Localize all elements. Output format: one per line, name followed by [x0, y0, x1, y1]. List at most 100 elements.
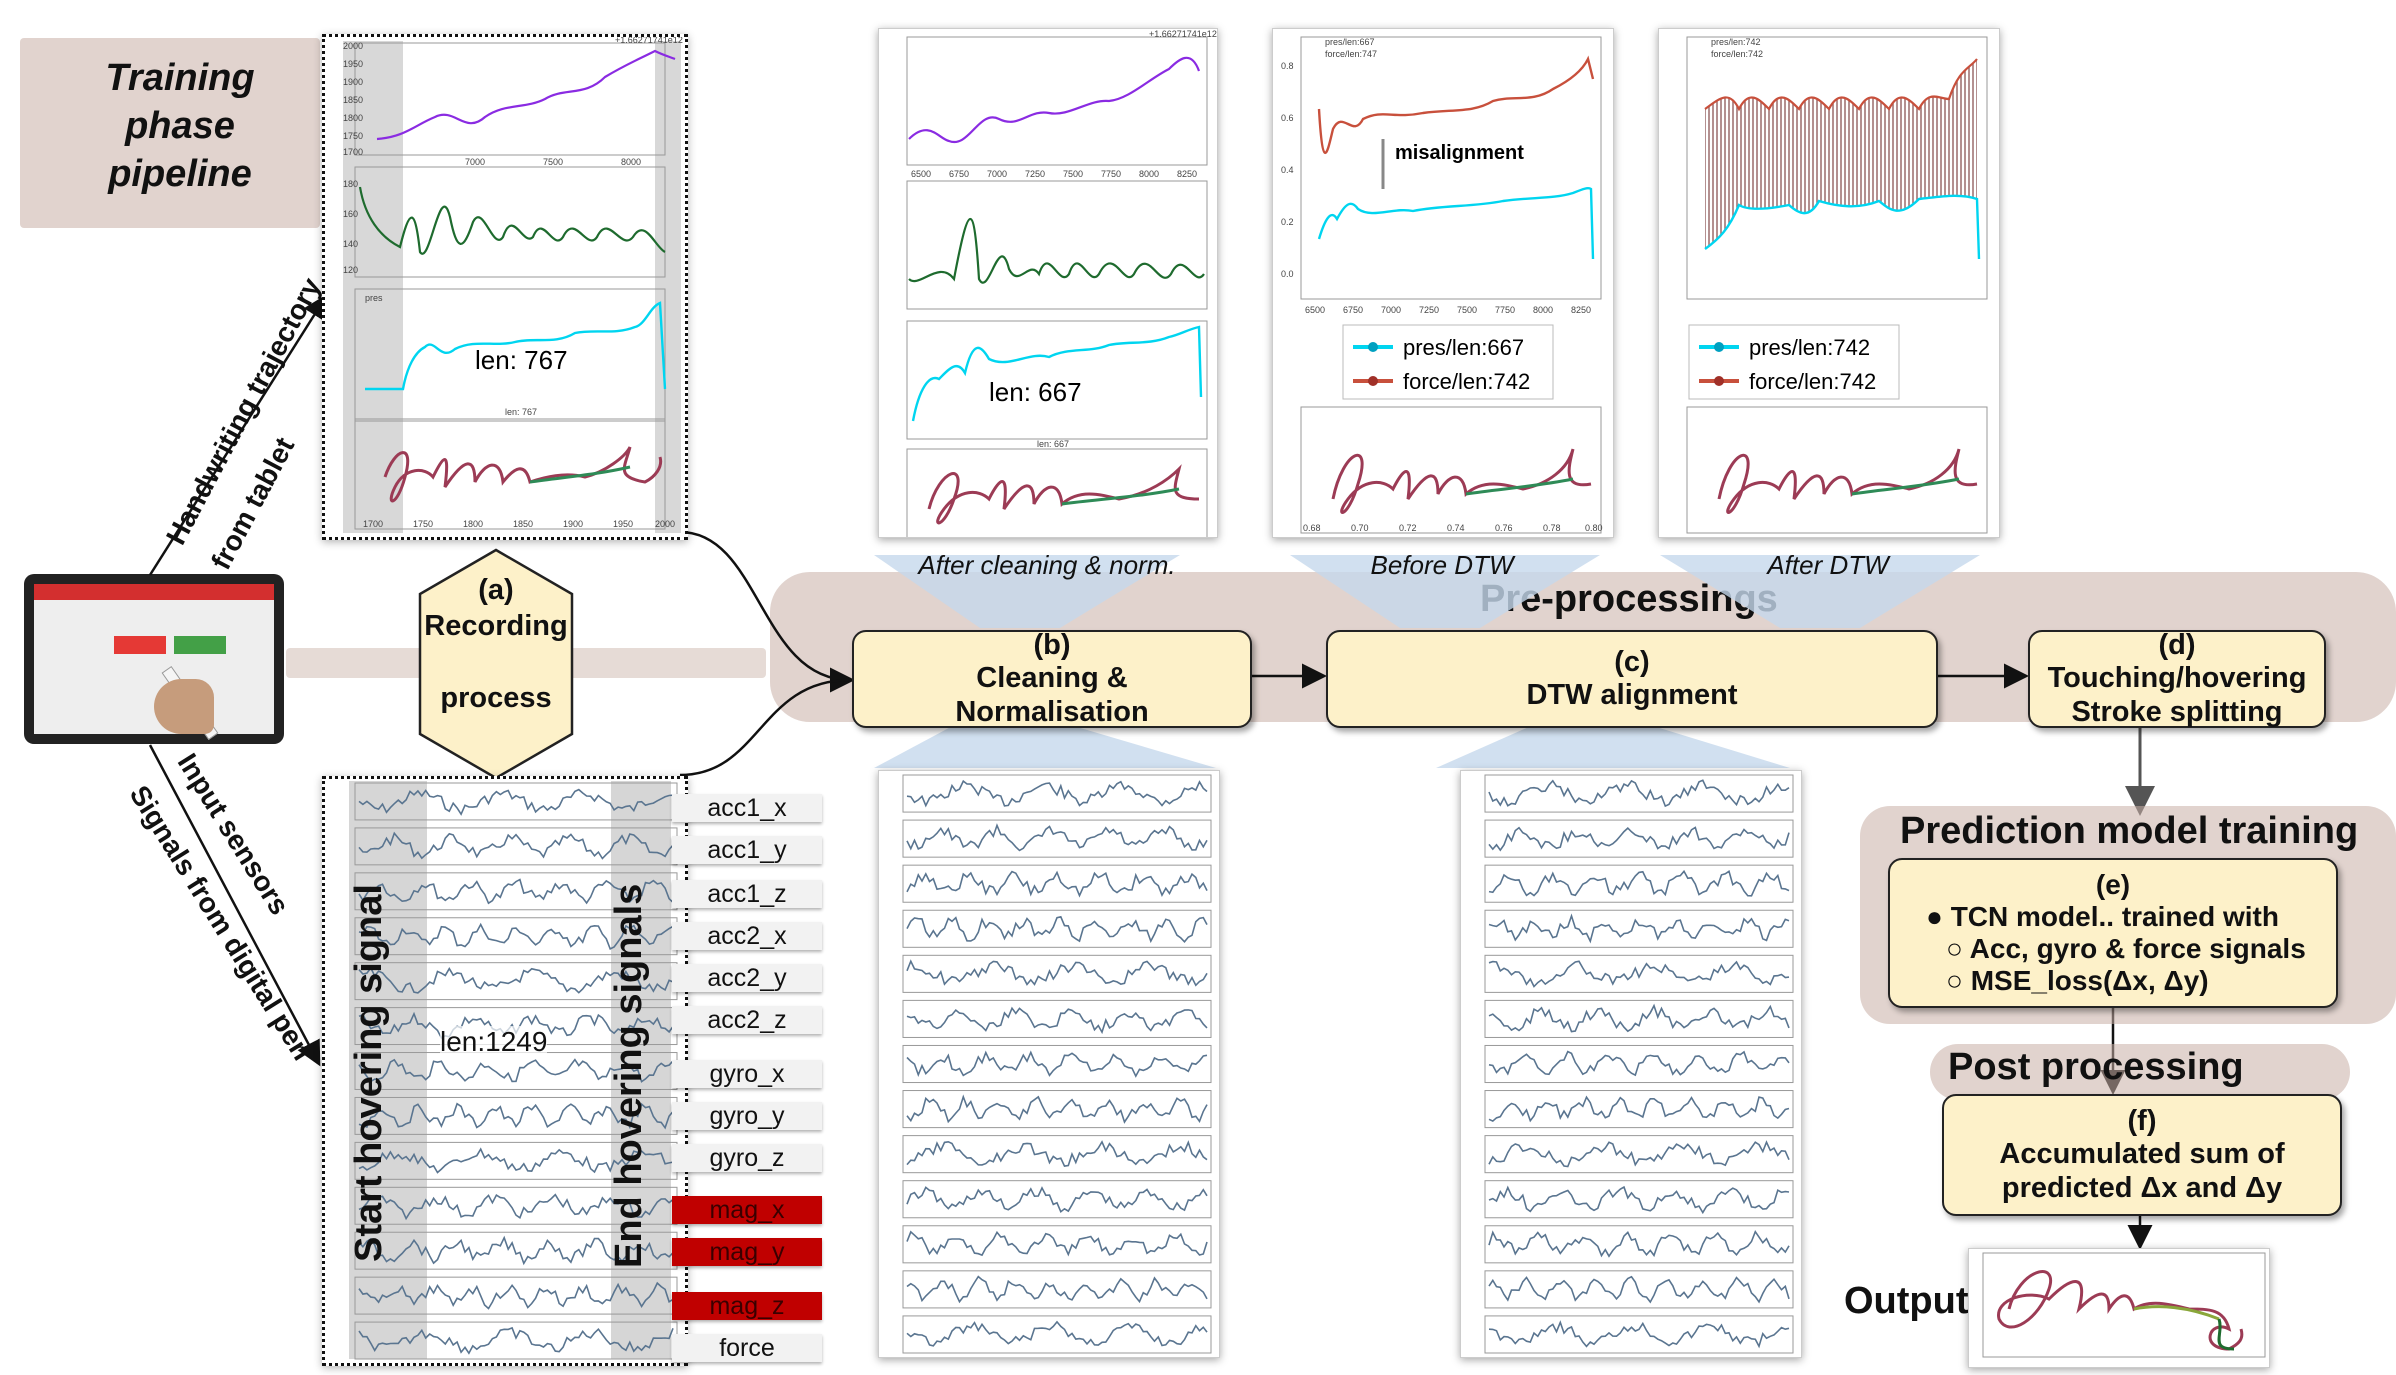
sensor-cleaned-panel: [878, 770, 1220, 1358]
signal-line: [906, 779, 1208, 808]
misalignment-label: misalignment: [1395, 142, 1524, 164]
signal-line: [906, 1320, 1208, 1347]
before-handwriting: [1331, 448, 1592, 514]
signal-row-frame: [1484, 1180, 1794, 1219]
signal-line: [358, 878, 674, 905]
sensor-length-label: len:1249: [440, 1026, 548, 1058]
box-e-model: (e) ● TCN model.. trained with ○ Acc, gy…: [1888, 858, 2338, 1008]
axis-label: len: 767: [505, 407, 537, 417]
before-dtw-panel: misalignment pres/len:667 force/len:747 …: [1272, 28, 1614, 538]
signal-row-frame: [1484, 1270, 1794, 1309]
signal-row-frame: [1484, 1225, 1794, 1264]
signal-row-frame: [902, 1225, 1212, 1264]
tablet-header: [34, 584, 274, 600]
signal-row-frame: [1484, 909, 1794, 948]
tick-label: 0.76: [1495, 523, 1513, 533]
after-handwriting: [1717, 448, 1978, 514]
tick-label: 0.80: [1585, 523, 1603, 533]
signal-line: [1488, 869, 1790, 897]
tick-label: 1800: [463, 519, 483, 529]
sub-bullet-item: ○ MSE_loss(Δx, Δy): [1946, 965, 2209, 997]
length-label: len: 767: [475, 345, 568, 375]
legend-label: pres: [365, 293, 383, 303]
signal-line: [358, 1102, 674, 1130]
signal-line: [906, 959, 1208, 987]
offset-label: +1.66271741e12: [615, 37, 683, 45]
cleaned-panel: len: 667 len: 667 +1.66271741e12 6500 67…: [878, 28, 1218, 540]
sensor-raw-panel: [322, 776, 688, 1366]
signal-label-acc1-x: acc1_x: [672, 794, 822, 822]
signal-line: [358, 1281, 674, 1310]
signal-row-frame: [1484, 1135, 1794, 1174]
offset-label: +1.66271741e12: [1149, 29, 1217, 39]
before-dtw-plots: misalignment pres/len:667 force/len:747 …: [1281, 36, 1603, 534]
legend-pres: pres/len:667: [1403, 335, 1524, 360]
after-dtw-caption: After DTW: [1767, 550, 1889, 580]
signal-row-frame: [1484, 954, 1794, 993]
tick-label: 1900: [563, 519, 583, 529]
signal-line: [1488, 960, 1790, 988]
signal-row-frame: [1484, 1044, 1794, 1084]
end-hovering-label: End hovering signals: [608, 883, 650, 1268]
tick-label: 7000: [465, 157, 485, 167]
signal-line: [906, 1094, 1208, 1124]
signal-label-mag-x: mag_x: [672, 1196, 822, 1224]
tick-label: 140: [343, 239, 358, 249]
signal-line: [358, 1147, 674, 1174]
tick-label: 0.4: [1281, 165, 1294, 175]
tick-label: 6500: [1305, 305, 1325, 315]
signal-label-gyro-z: gyro_z: [672, 1144, 822, 1172]
signal-row-frame: [902, 999, 1212, 1038]
signal-line: [906, 1230, 1208, 1257]
sub-bullet-item: ○ Acc, gyro & force signals: [1946, 933, 2306, 964]
signal-line: [1488, 1140, 1790, 1168]
tick-label: 8000: [1533, 305, 1553, 315]
signal-label-mag-y: mag_y: [672, 1238, 822, 1266]
axis-label: len: 667: [1037, 439, 1069, 449]
before-dtw-caption: Before DTW: [1370, 550, 1514, 580]
signal-line: [358, 1058, 674, 1083]
output-label: Output: [1844, 1280, 1969, 1322]
recording-label: (a) Recording process: [424, 574, 568, 714]
legend-label: pres/len:742: [1711, 37, 1761, 47]
raw-trajectory-panel: 2000 1950 1900 1850 1800 1750 1700 7000 …: [322, 34, 688, 540]
signal-label-force: force: [672, 1334, 822, 1362]
cleaned-caption: After cleaning & norm.: [918, 550, 1176, 580]
sensor-cleaned-signals: [902, 774, 1212, 1354]
box-d-splitting: (d) Touching/hovering Stroke splitting: [2028, 629, 2326, 728]
signal-line: [1488, 1185, 1790, 1215]
signal-line: [358, 788, 674, 816]
tick-label: 1800: [343, 113, 363, 123]
tick-label: 7500: [1457, 305, 1477, 315]
length-label: len: 667: [989, 377, 1082, 407]
signal-row-frame: [1484, 864, 1794, 903]
tick-label: 1950: [613, 519, 633, 529]
tick-label: 8000: [621, 157, 641, 167]
tick-label: 0.0: [1281, 269, 1294, 279]
signal-line: [358, 922, 674, 951]
sensor-aligned-signals: [1484, 774, 1794, 1354]
signal-row-frame: [902, 1044, 1212, 1084]
signal-label-acc2-y: acc2_y: [672, 964, 822, 992]
post-band: [1930, 1044, 2350, 1100]
post-title: Post processing: [1948, 1046, 2244, 1088]
raw-pres-line: [365, 301, 667, 391]
signal-line: [1488, 1320, 1790, 1349]
tick-label: 1750: [413, 519, 433, 529]
tick-label: 1700: [343, 147, 363, 157]
legend-force: force/len:742: [1403, 369, 1530, 394]
tick-label: 1750: [343, 131, 363, 141]
tick-label: 120: [343, 265, 358, 275]
signal-line: [1488, 1003, 1790, 1033]
signal-line: [906, 1186, 1208, 1213]
tick-label: 1950: [343, 59, 363, 69]
signal-line: [358, 1235, 674, 1266]
signal-line: [906, 1050, 1208, 1078]
legend-label: pres/len:667: [1325, 37, 1375, 47]
signal-line: [358, 966, 674, 994]
output-plot: [1968, 1248, 2270, 1368]
signal-row-frame: [1484, 1090, 1794, 1129]
tick-label: 6500: [911, 169, 931, 179]
signal-line: [1488, 1275, 1790, 1304]
tick-label: 1850: [513, 519, 533, 529]
